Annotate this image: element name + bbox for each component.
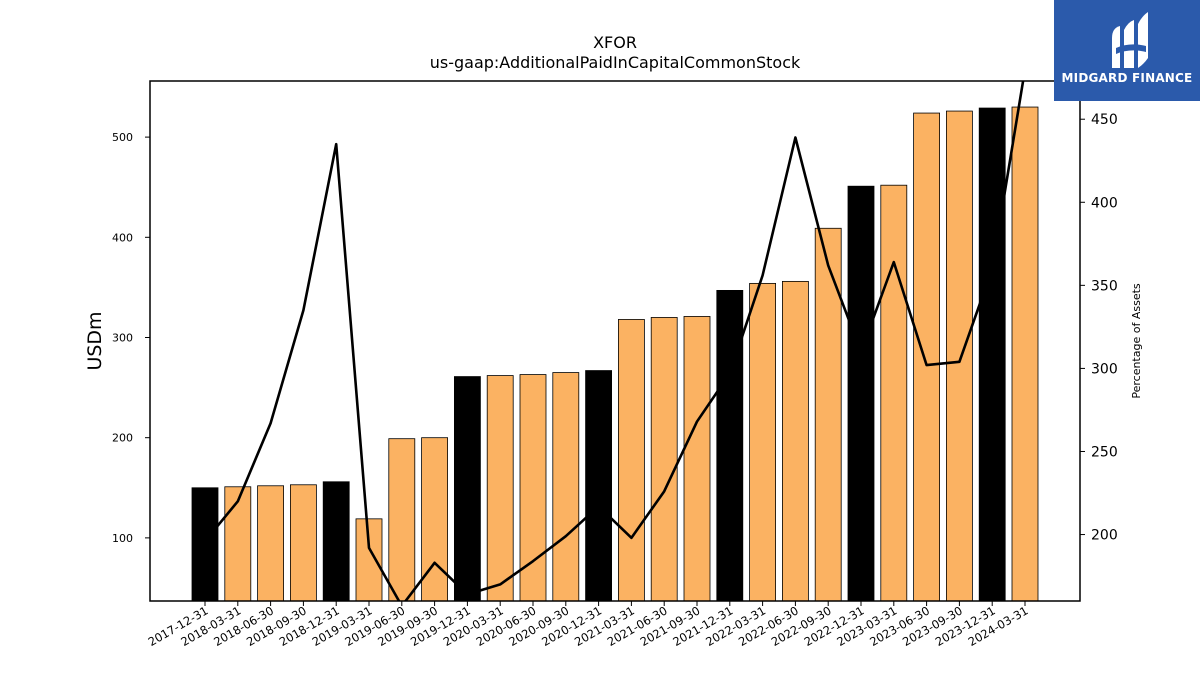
midgard-logo: MIDGARD FINANCE (1054, 0, 1200, 101)
bar-2021-09-30 (683, 316, 711, 602)
bar-2022-03-31 (749, 282, 776, 602)
y-tick-label: 300 (112, 331, 133, 344)
bar-2021-06-30 (650, 317, 678, 602)
plot-frame (149, 80, 1081, 602)
bar-2024-03-31 (1011, 106, 1039, 602)
bar-2023-03-31 (880, 184, 908, 602)
midgard-logo-icon (1112, 12, 1148, 68)
bar-2021-03-31 (618, 319, 645, 602)
bar-2023-06-30 (913, 112, 940, 602)
y-tick-label: 400 (112, 231, 133, 244)
chart-subtitle: us-gaap:AdditionalPaidInCapitalCommonSto… (430, 53, 801, 72)
bar-2018-03-31 (224, 486, 252, 602)
y-tick-label: 200 (112, 432, 133, 445)
y2-tick-label: 300 (1091, 361, 1118, 377)
bar-2023-09-30 (946, 110, 973, 602)
bar-2017-12-31 (191, 487, 219, 602)
line-group (203, 81, 1025, 601)
y-tick-label: 500 (112, 131, 133, 144)
line-series (203, 81, 1025, 601)
y2-tick-label: 450 (1091, 112, 1118, 128)
chart-title: XFOR (593, 33, 637, 52)
bars-group (191, 106, 1039, 602)
bar-2022-09-30 (814, 227, 842, 602)
bar-2018-09-30 (289, 484, 317, 602)
bar-2022-12-31 (847, 185, 875, 602)
y2-tick-label: 250 (1091, 444, 1118, 460)
y2-tick-label: 400 (1091, 195, 1118, 211)
bar-2023-12-31 (978, 107, 1006, 602)
bar-2019-03-31 (355, 518, 383, 602)
bar-2021-12-31 (716, 289, 744, 602)
y2-axis-label: Percentage of Assets (1130, 283, 1143, 399)
bar-2022-06-30 (782, 280, 809, 602)
y-tick-label: 100 (112, 532, 133, 545)
y-axis-label: USDm (84, 311, 106, 370)
y2-tick-label: 350 (1091, 278, 1118, 294)
bar-2018-12-31 (322, 481, 350, 602)
bar-2020-09-30 (552, 372, 580, 602)
bar-2020-12-31 (585, 370, 612, 602)
bar-2018-06-30 (257, 485, 285, 602)
bar-2019-12-31 (453, 376, 481, 602)
logo-text: MIDGARD FINANCE (1061, 71, 1193, 85)
bar-2020-03-31 (486, 375, 514, 602)
y2-tick-label: 200 (1091, 528, 1118, 544)
bar-2020-06-30 (519, 374, 547, 602)
bar-2019-06-30 (388, 438, 416, 602)
